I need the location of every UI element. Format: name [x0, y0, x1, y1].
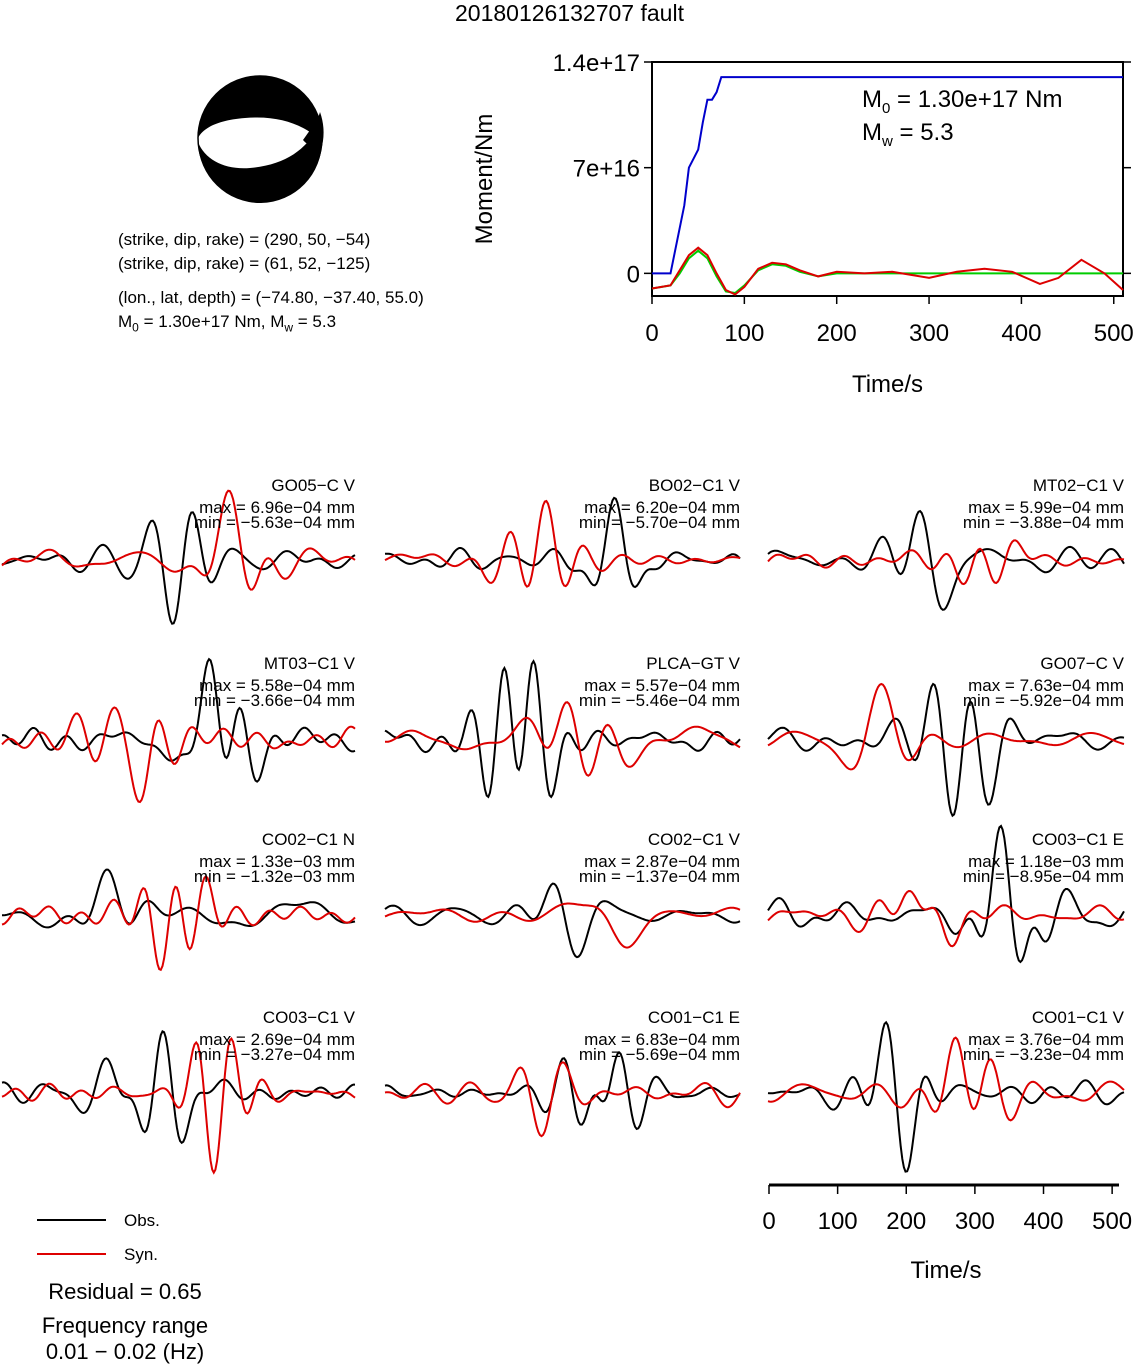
obs-waveform — [384, 496, 741, 589]
time-axis-tick-label: 100 — [818, 1208, 858, 1235]
trace-max-label: max = 6.83e−04 mm — [584, 1030, 740, 1049]
trace-station-label: CO02−C1 V — [647, 830, 740, 849]
trace-max-label: max = 7.63e−04 mm — [968, 676, 1124, 695]
syn-waveform — [1, 1037, 356, 1175]
trace-station-label: MT02−C1 V — [1032, 476, 1124, 495]
syn-waveform — [384, 1061, 741, 1138]
syn-waveform — [384, 499, 741, 588]
syn-waveform — [1, 706, 356, 804]
trace-station-label: CO02−C1 N — [261, 830, 355, 849]
obs-waveform — [384, 659, 741, 799]
obs-waveform — [384, 1051, 741, 1131]
trace-station-label: CO01−C1 E — [647, 1008, 740, 1027]
trace-min-label: min = −1.37e−04 mm — [578, 867, 740, 886]
nodal-plane-1: (strike, dip, rake) = (290, 50, −54) — [118, 230, 371, 249]
trace-max-label: max = 2.87e−04 mm — [584, 852, 740, 871]
trace-max-label: max = 5.58e−04 mm — [199, 676, 355, 695]
trace-max-label: max = 5.99e−04 mm — [968, 498, 1124, 517]
frequency-title: Frequency range — [41, 1313, 209, 1338]
residual-text: Residual = 0.65 — [48, 1279, 202, 1304]
moment-summary: M0 = 1.30e+17 Nm, Mw = 5.3 — [118, 312, 337, 335]
syn-waveform — [767, 1036, 1125, 1122]
moment-ytick-label: 0 — [627, 261, 640, 288]
nodal-plane-2: (strike, dip, rake) = (61, 52, −125) — [118, 254, 371, 273]
trace-station-label: GO05−C V — [271, 476, 355, 495]
moment-plot-frame — [651, 61, 1124, 297]
trace-min-label: min = −3.23e−04 mm — [962, 1045, 1124, 1064]
syn-waveform — [767, 682, 1125, 771]
moment-xtick-label: 0 — [645, 320, 658, 347]
moment-ytick-label: 7e+16 — [573, 156, 640, 183]
time-axis-tick-label: 400 — [1023, 1208, 1063, 1235]
trace-min-label: min = −5.92e−04 mm — [962, 691, 1124, 710]
trace-min-label: min = −8.95e−04 mm — [962, 867, 1124, 886]
syn-waveform — [1, 875, 356, 972]
time-axis-label: Time/s — [910, 1257, 981, 1284]
moment-ytick-label: 1.4e+17 — [553, 50, 640, 77]
trace-min-label: min = −5.69e−04 mm — [578, 1045, 740, 1064]
moment-m0-label: M0 = 1.30e+17 Nm — [862, 86, 1063, 117]
time-axis-tick-label: 200 — [886, 1208, 926, 1235]
trace-max-label: max = 2.69e−04 mm — [199, 1030, 355, 1049]
trace-max-label: max = 3.76e−04 mm — [968, 1030, 1124, 1049]
moment-mw-label: Mw = 5.3 — [862, 119, 954, 150]
syn-waveform — [767, 889, 1125, 948]
moment-xtick-label: 400 — [1001, 320, 1041, 347]
moment-series-cumulative — [652, 76, 1123, 275]
hypocenter-location: (lon., lat, depth) = (−74.80, −37.40, 55… — [118, 288, 424, 307]
time-axis-tick-label: 500 — [1092, 1208, 1132, 1235]
moment-xtick-label: 300 — [909, 320, 949, 347]
syn-waveform — [384, 902, 741, 949]
trace-min-label: min = −1.32e−03 mm — [193, 867, 355, 886]
figure-title: 20180126132707 fault — [455, 0, 684, 26]
moment-xtick-label: 100 — [724, 320, 764, 347]
trace-max-label: max = 6.20e−04 mm — [584, 498, 740, 517]
obs-waveform — [1, 1030, 355, 1145]
trace-max-label: max = 6.96e−04 mm — [199, 498, 355, 517]
moment-ylabel: Moment/Nm — [471, 114, 498, 245]
trace-min-label: min = −5.46e−04 mm — [578, 691, 740, 710]
obs-waveform — [767, 682, 1125, 818]
legend-syn-label: Syn. — [124, 1245, 159, 1264]
trace-min-label: min = −3.66e−04 mm — [193, 691, 355, 710]
trace-max-label: max = 5.57e−04 mm — [584, 676, 740, 695]
trace-min-label: min = −5.63e−04 mm — [193, 513, 355, 532]
syn-waveform — [385, 701, 741, 777]
trace-station-label: CO03−C1 E — [1031, 830, 1124, 849]
moment-series-rate_red — [651, 246, 1124, 296]
syn-waveform — [1, 489, 356, 591]
trace-min-label: min = −3.27e−04 mm — [193, 1045, 355, 1064]
trace-station-label: GO07−C V — [1040, 654, 1124, 673]
trace-max-label: max = 1.18e−03 mm — [968, 852, 1124, 871]
trace-station-label: MT03−C1 V — [263, 654, 355, 673]
moment-xtick-label: 500 — [1094, 320, 1134, 347]
legend-obs-label: Obs. — [124, 1211, 160, 1230]
trace-station-label: CO01−C1 V — [1031, 1008, 1124, 1027]
trace-min-label: min = −5.70e−04 mm — [578, 513, 740, 532]
obs-waveform — [767, 509, 1125, 611]
moment-xtick-label: 200 — [817, 320, 857, 347]
syn-waveform — [767, 539, 1125, 586]
frequency-range: 0.01 − 0.02 (Hz) — [45, 1339, 205, 1364]
trace-station-label: PLCA−GT V — [646, 654, 740, 673]
time-axis-tick-label: 0 — [762, 1208, 775, 1235]
obs-waveform — [767, 824, 1125, 964]
trace-max-label: max = 1.33e−03 mm — [199, 852, 355, 871]
trace-station-label: BO02−C1 V — [648, 476, 740, 495]
trace-station-label: CO03−C1 V — [262, 1008, 355, 1027]
moment-xlabel: Time/s — [852, 371, 923, 398]
time-axis-tick-label: 300 — [955, 1208, 995, 1235]
trace-min-label: min = −3.88e−04 mm — [962, 513, 1124, 532]
